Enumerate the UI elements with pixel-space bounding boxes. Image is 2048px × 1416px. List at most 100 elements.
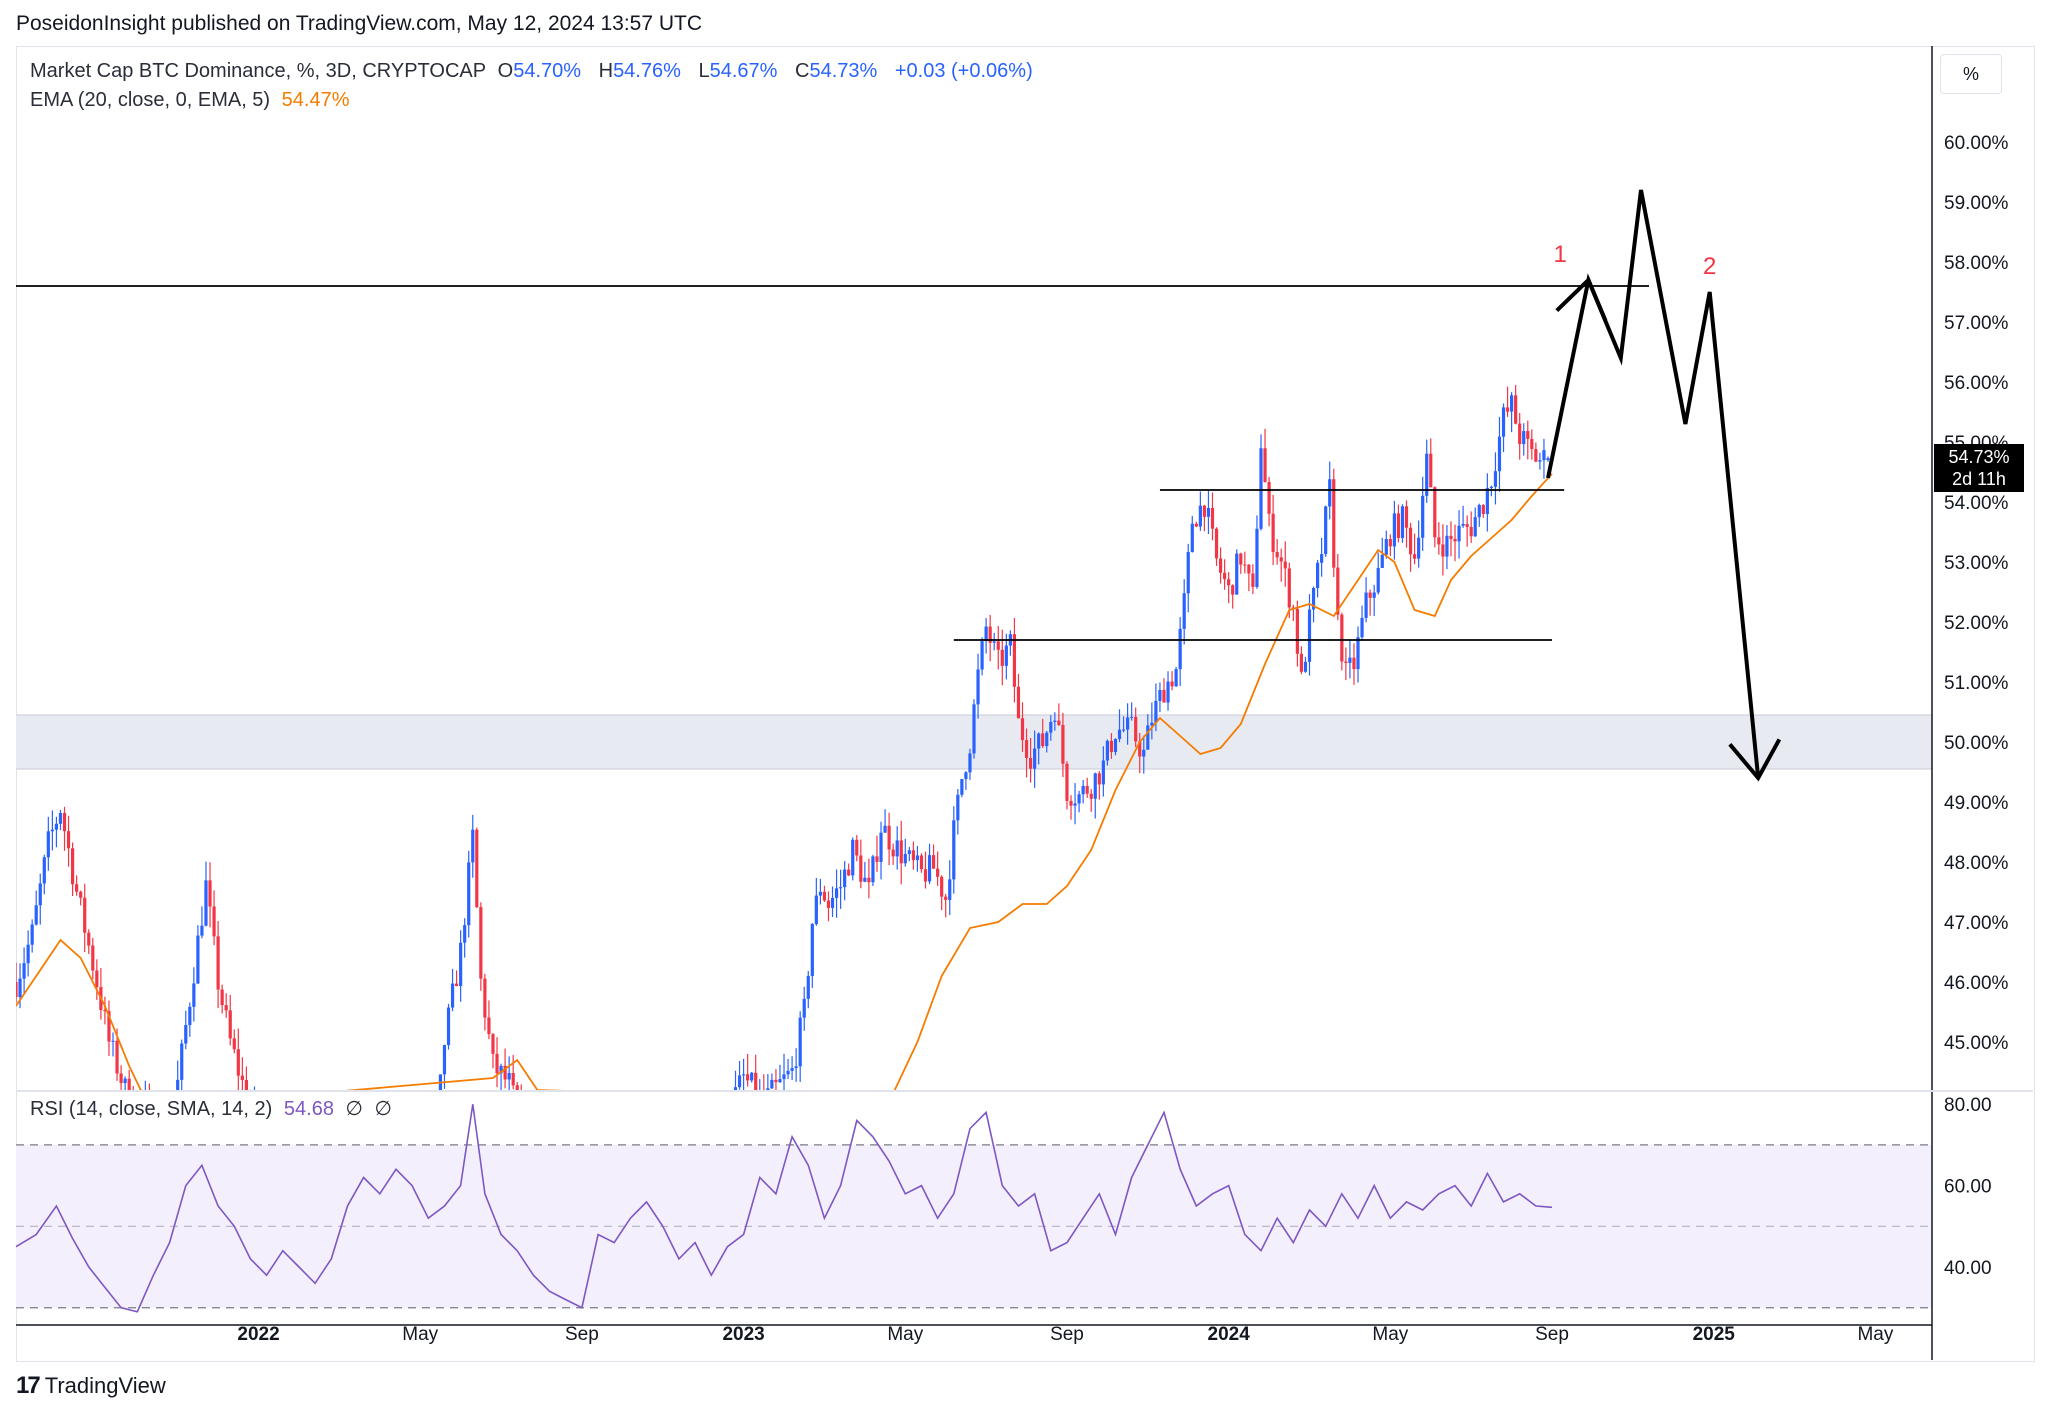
candle-body xyxy=(1206,507,1211,517)
candle xyxy=(1538,452,1542,470)
candle xyxy=(919,853,924,873)
percent-scale-button[interactable]: % xyxy=(1940,54,2002,94)
ema-line xyxy=(16,473,1553,1090)
candle-body xyxy=(915,855,920,861)
candle xyxy=(782,1053,786,1090)
candle-body xyxy=(1453,538,1457,542)
candle xyxy=(1138,732,1142,774)
candle-body xyxy=(1360,617,1364,638)
candle-body xyxy=(766,1088,770,1090)
candle-body xyxy=(22,963,26,979)
candle xyxy=(1024,728,1029,778)
candle-body xyxy=(737,1075,742,1088)
candle-body xyxy=(1085,785,1089,794)
candle xyxy=(1020,702,1025,752)
candle-body xyxy=(50,829,54,832)
candle xyxy=(1162,678,1166,703)
candle xyxy=(42,854,46,895)
candle-body xyxy=(1028,757,1033,769)
candle-body xyxy=(847,869,851,876)
candle-body xyxy=(867,877,871,883)
candle xyxy=(746,1053,750,1087)
candle-body xyxy=(887,825,891,850)
candle-body xyxy=(1142,749,1146,757)
candle xyxy=(1134,707,1138,748)
candle xyxy=(863,861,867,883)
price-tick-label: 52.00% xyxy=(1944,613,2009,634)
candle xyxy=(1400,504,1405,543)
candle-body xyxy=(26,944,30,964)
candle-body xyxy=(984,626,988,642)
candle xyxy=(826,891,831,922)
candle-body xyxy=(1037,733,1041,749)
candle-body xyxy=(1433,487,1437,538)
candle-body xyxy=(1101,760,1105,785)
wave-label: 1 xyxy=(1553,241,1566,268)
candle-body xyxy=(103,1010,107,1012)
time-axis: 2022 May Sep 2023 May Sep 2024 May Sep 2025 May xyxy=(237,1324,1893,1345)
candle-body xyxy=(1162,689,1166,703)
candle-body xyxy=(733,1087,738,1090)
candle xyxy=(204,861,208,927)
price-tick-label: 57.00% xyxy=(1944,313,2009,334)
tradingview-logo[interactable]: 17 TradingView xyxy=(16,1372,166,1400)
candle xyxy=(1530,429,1534,460)
price-tick-label: 49.00% xyxy=(1944,793,2009,814)
candle-body xyxy=(1412,554,1417,559)
candle-body xyxy=(1324,506,1328,555)
candle-body xyxy=(75,884,79,892)
candle xyxy=(208,862,212,928)
candle-body xyxy=(119,1073,123,1084)
candle xyxy=(1061,712,1065,778)
candle xyxy=(58,809,63,831)
candle-body xyxy=(1057,720,1061,725)
rsi-tick-label: 60.00 xyxy=(1944,1177,1992,1198)
candle xyxy=(1412,533,1417,565)
candle xyxy=(144,1080,146,1090)
candle-body xyxy=(859,855,863,882)
candle xyxy=(216,921,220,1009)
candle xyxy=(232,1029,236,1054)
candle xyxy=(899,820,903,885)
candle xyxy=(927,843,932,885)
candle xyxy=(960,779,964,798)
candle-body xyxy=(1340,614,1344,662)
candle xyxy=(54,816,59,848)
price-tick-label: 53.00% xyxy=(1944,553,2009,574)
candle-body xyxy=(762,1090,765,1100)
candle-body xyxy=(1404,506,1409,528)
candle-body xyxy=(952,820,956,880)
candle xyxy=(1186,543,1190,613)
candle-body xyxy=(1429,453,1433,488)
candle-body xyxy=(1134,716,1138,742)
candle xyxy=(1231,584,1235,609)
candle xyxy=(770,1073,774,1089)
symbol-title: Market Cap BTC Dominance, %, 3D, CRYPTOC… xyxy=(30,60,487,82)
candle xyxy=(968,748,972,780)
candle xyxy=(1259,434,1263,531)
published-byline: PoseidonInsight published on TradingView… xyxy=(16,12,703,35)
candle xyxy=(1299,646,1304,675)
candle-body xyxy=(1174,669,1178,687)
price-tick-label: 60.00% xyxy=(1944,133,2009,154)
candle xyxy=(1340,612,1344,671)
candle xyxy=(467,850,471,938)
candle-body xyxy=(232,1038,236,1050)
candle-body xyxy=(244,1080,249,1090)
candle-body xyxy=(774,1079,778,1083)
candle-body xyxy=(1368,592,1372,598)
candle xyxy=(972,699,976,759)
candle xyxy=(1126,703,1130,745)
candle xyxy=(1522,423,1526,456)
candle-body xyxy=(1477,505,1481,518)
candle-body xyxy=(1315,562,1320,588)
candle-body xyxy=(782,1074,786,1080)
candle xyxy=(1271,494,1275,566)
candle xyxy=(483,973,487,1031)
arrowhead xyxy=(1555,276,1608,322)
candle xyxy=(1493,452,1498,505)
arrowhead xyxy=(1728,738,1782,782)
candle xyxy=(1311,586,1316,623)
candle-body xyxy=(879,832,883,862)
